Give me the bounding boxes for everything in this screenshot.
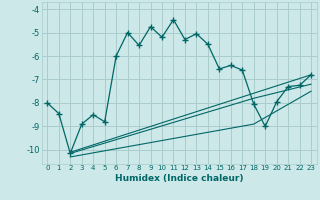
X-axis label: Humidex (Indice chaleur): Humidex (Indice chaleur)	[115, 174, 244, 183]
